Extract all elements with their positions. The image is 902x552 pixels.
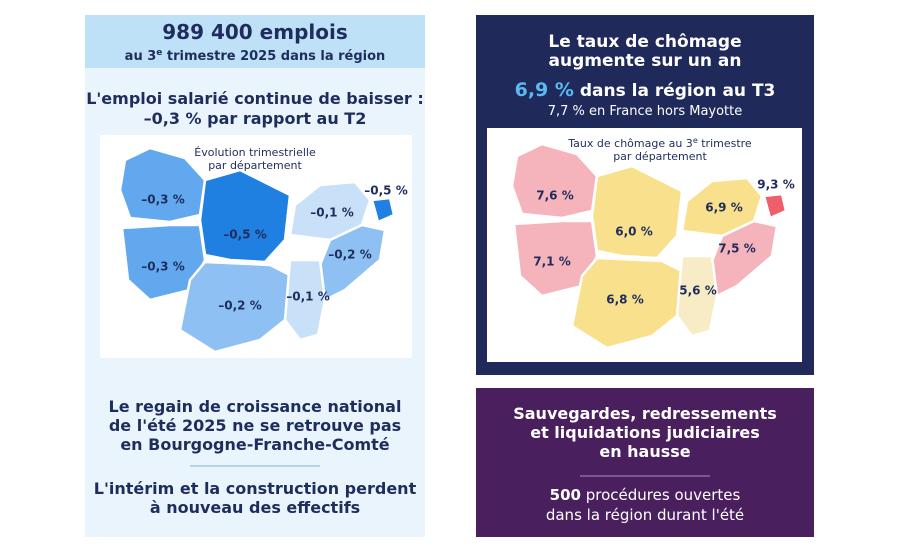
- map-title-text: trimestre: [698, 137, 752, 150]
- map-label: –0,2 %: [218, 299, 261, 313]
- subtitle: –0,3 % par rapport au T2: [144, 109, 367, 128]
- panel-title: Le taux de chômage: [548, 32, 741, 52]
- subline-text: au 3: [125, 49, 157, 64]
- map-label: –0,2 %: [328, 248, 371, 262]
- panel-title: et liquidations judiciaires: [530, 423, 760, 442]
- map-label: 5,6 %: [679, 284, 716, 298]
- map-label: –0,1 %: [286, 290, 329, 304]
- map-title: par département: [613, 150, 707, 163]
- map-title-text: Taux de chômage au 3: [567, 137, 693, 150]
- map-label: 7,6 %: [536, 189, 573, 203]
- finding: en Bourgogne-Franche-Comté: [120, 435, 389, 454]
- rate-value: 6,9 %: [515, 79, 574, 101]
- headline: 989 400 emplois: [162, 20, 348, 44]
- count: 500 procédures ouvertes: [550, 486, 741, 504]
- subtitle: L'emploi salarié continue de baisser :: [86, 89, 424, 108]
- region: [675, 254, 719, 338]
- map-title: Évolution trimestrielle: [194, 146, 316, 159]
- region: [283, 258, 327, 342]
- map-label: –0,1 %: [310, 206, 353, 220]
- map-label: –0,3 %: [141, 260, 184, 274]
- map-label: –0,3 %: [141, 193, 184, 207]
- map-title: par département: [208, 159, 302, 172]
- panel-title: Sauvegardes, redressements: [513, 404, 777, 423]
- count-value: 500: [550, 486, 581, 504]
- map-label: 9,3 %: [757, 178, 794, 192]
- unemployment-map: [510, 142, 788, 350]
- rate-text: en France hors Mayotte: [585, 104, 742, 119]
- superscript: e: [156, 48, 162, 58]
- employment-header: [85, 15, 425, 68]
- insolvency-panel: [476, 388, 814, 537]
- region: [370, 196, 396, 224]
- region: [680, 176, 764, 238]
- subline: au 3e trimestre 2025 dans la région: [125, 48, 386, 64]
- finding: de l'été 2025 ne se retrouve pas: [109, 416, 401, 435]
- finding: Le regain de croissance national: [109, 397, 402, 416]
- finding: à nouveau des effectifs: [150, 498, 360, 517]
- region: [288, 180, 372, 242]
- region-rate: 6,9 % dans la région au T3: [515, 79, 776, 101]
- count-detail: dans la région durant l'été: [546, 506, 744, 524]
- rate-text: dans la région au T3: [574, 81, 775, 101]
- panel-title: augmente sur un an: [549, 51, 742, 71]
- region: [762, 192, 788, 220]
- superscript: e: [693, 136, 698, 145]
- count-text: procédures ouvertes: [581, 486, 741, 504]
- subline-text: trimestre 2025 dans la région: [162, 49, 385, 64]
- map-label: –0,5 %: [223, 228, 266, 242]
- region: [198, 168, 292, 264]
- panel-title: en hausse: [599, 442, 690, 461]
- map-label: 6,8 %: [606, 293, 643, 307]
- map-label: 6,0 %: [615, 225, 652, 239]
- map-label: 7,5 %: [718, 242, 755, 256]
- map-title: Taux de chômage au 3e trimestre: [567, 136, 752, 150]
- region: [590, 164, 684, 260]
- finding: L'intérim et la construction perdent: [94, 479, 417, 498]
- france-rate: 7,7 % en France hors Mayotte: [548, 104, 743, 119]
- employment-map: [118, 146, 396, 354]
- map-label: 6,9 %: [705, 201, 742, 215]
- map-label: 7,1 %: [533, 255, 570, 269]
- map-label: –0,5 %: [364, 184, 407, 198]
- rate-value: 7,7 %: [548, 104, 585, 119]
